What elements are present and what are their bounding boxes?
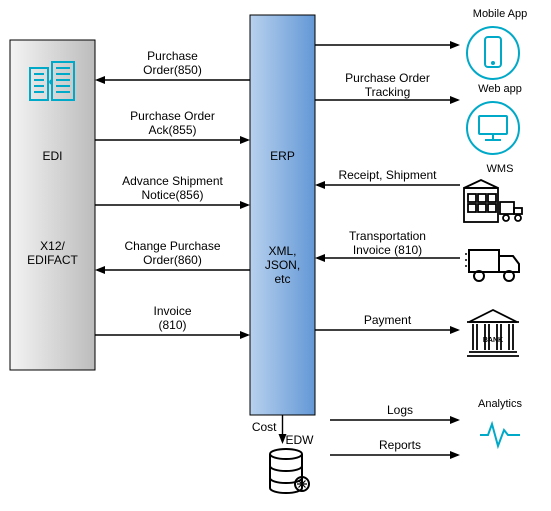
edge-right-4: Payment <box>325 314 450 328</box>
edge-right-2: Receipt, Shipment <box>325 169 450 183</box>
edge-right-3: TransportationInvoice (810) <box>325 230 450 258</box>
erp-label-bottom: XML,JSON,etc <box>250 245 315 286</box>
edge-right-5: Logs <box>350 404 450 418</box>
right-label-wms: WMS <box>460 163 540 176</box>
edge-left-1: Purchase OrderAck(855) <box>105 110 240 138</box>
right-label-web: Web app <box>460 83 540 96</box>
right-label-analytics: Analytics <box>460 398 540 411</box>
edge-right-1: Purchase OrderTracking <box>325 72 450 100</box>
edge-left-3: Change PurchaseOrder(860) <box>105 240 240 268</box>
svg-text:BANK: BANK <box>483 337 503 344</box>
edge-right-6: Reports <box>350 439 450 453</box>
right-label-mobile: Mobile App <box>460 8 540 21</box>
edw-label: EDW <box>275 434 325 448</box>
edge-left-4: Invoice(810) <box>105 305 240 333</box>
edge-left-0: PurchaseOrder(850) <box>105 50 240 78</box>
diagram-canvas: BANK EDI X12/EDIFACT ERP XML,JSON,etc Purcha… <box>0 0 551 511</box>
edi-label-top: EDI <box>10 150 95 164</box>
edi-label-bottom: X12/EDIFACT <box>14 240 91 268</box>
erp-label-top: ERP <box>250 150 315 164</box>
edge-left-2: Advance ShipmentNotice(856) <box>105 175 240 203</box>
cost-label: Cost <box>243 421 277 435</box>
